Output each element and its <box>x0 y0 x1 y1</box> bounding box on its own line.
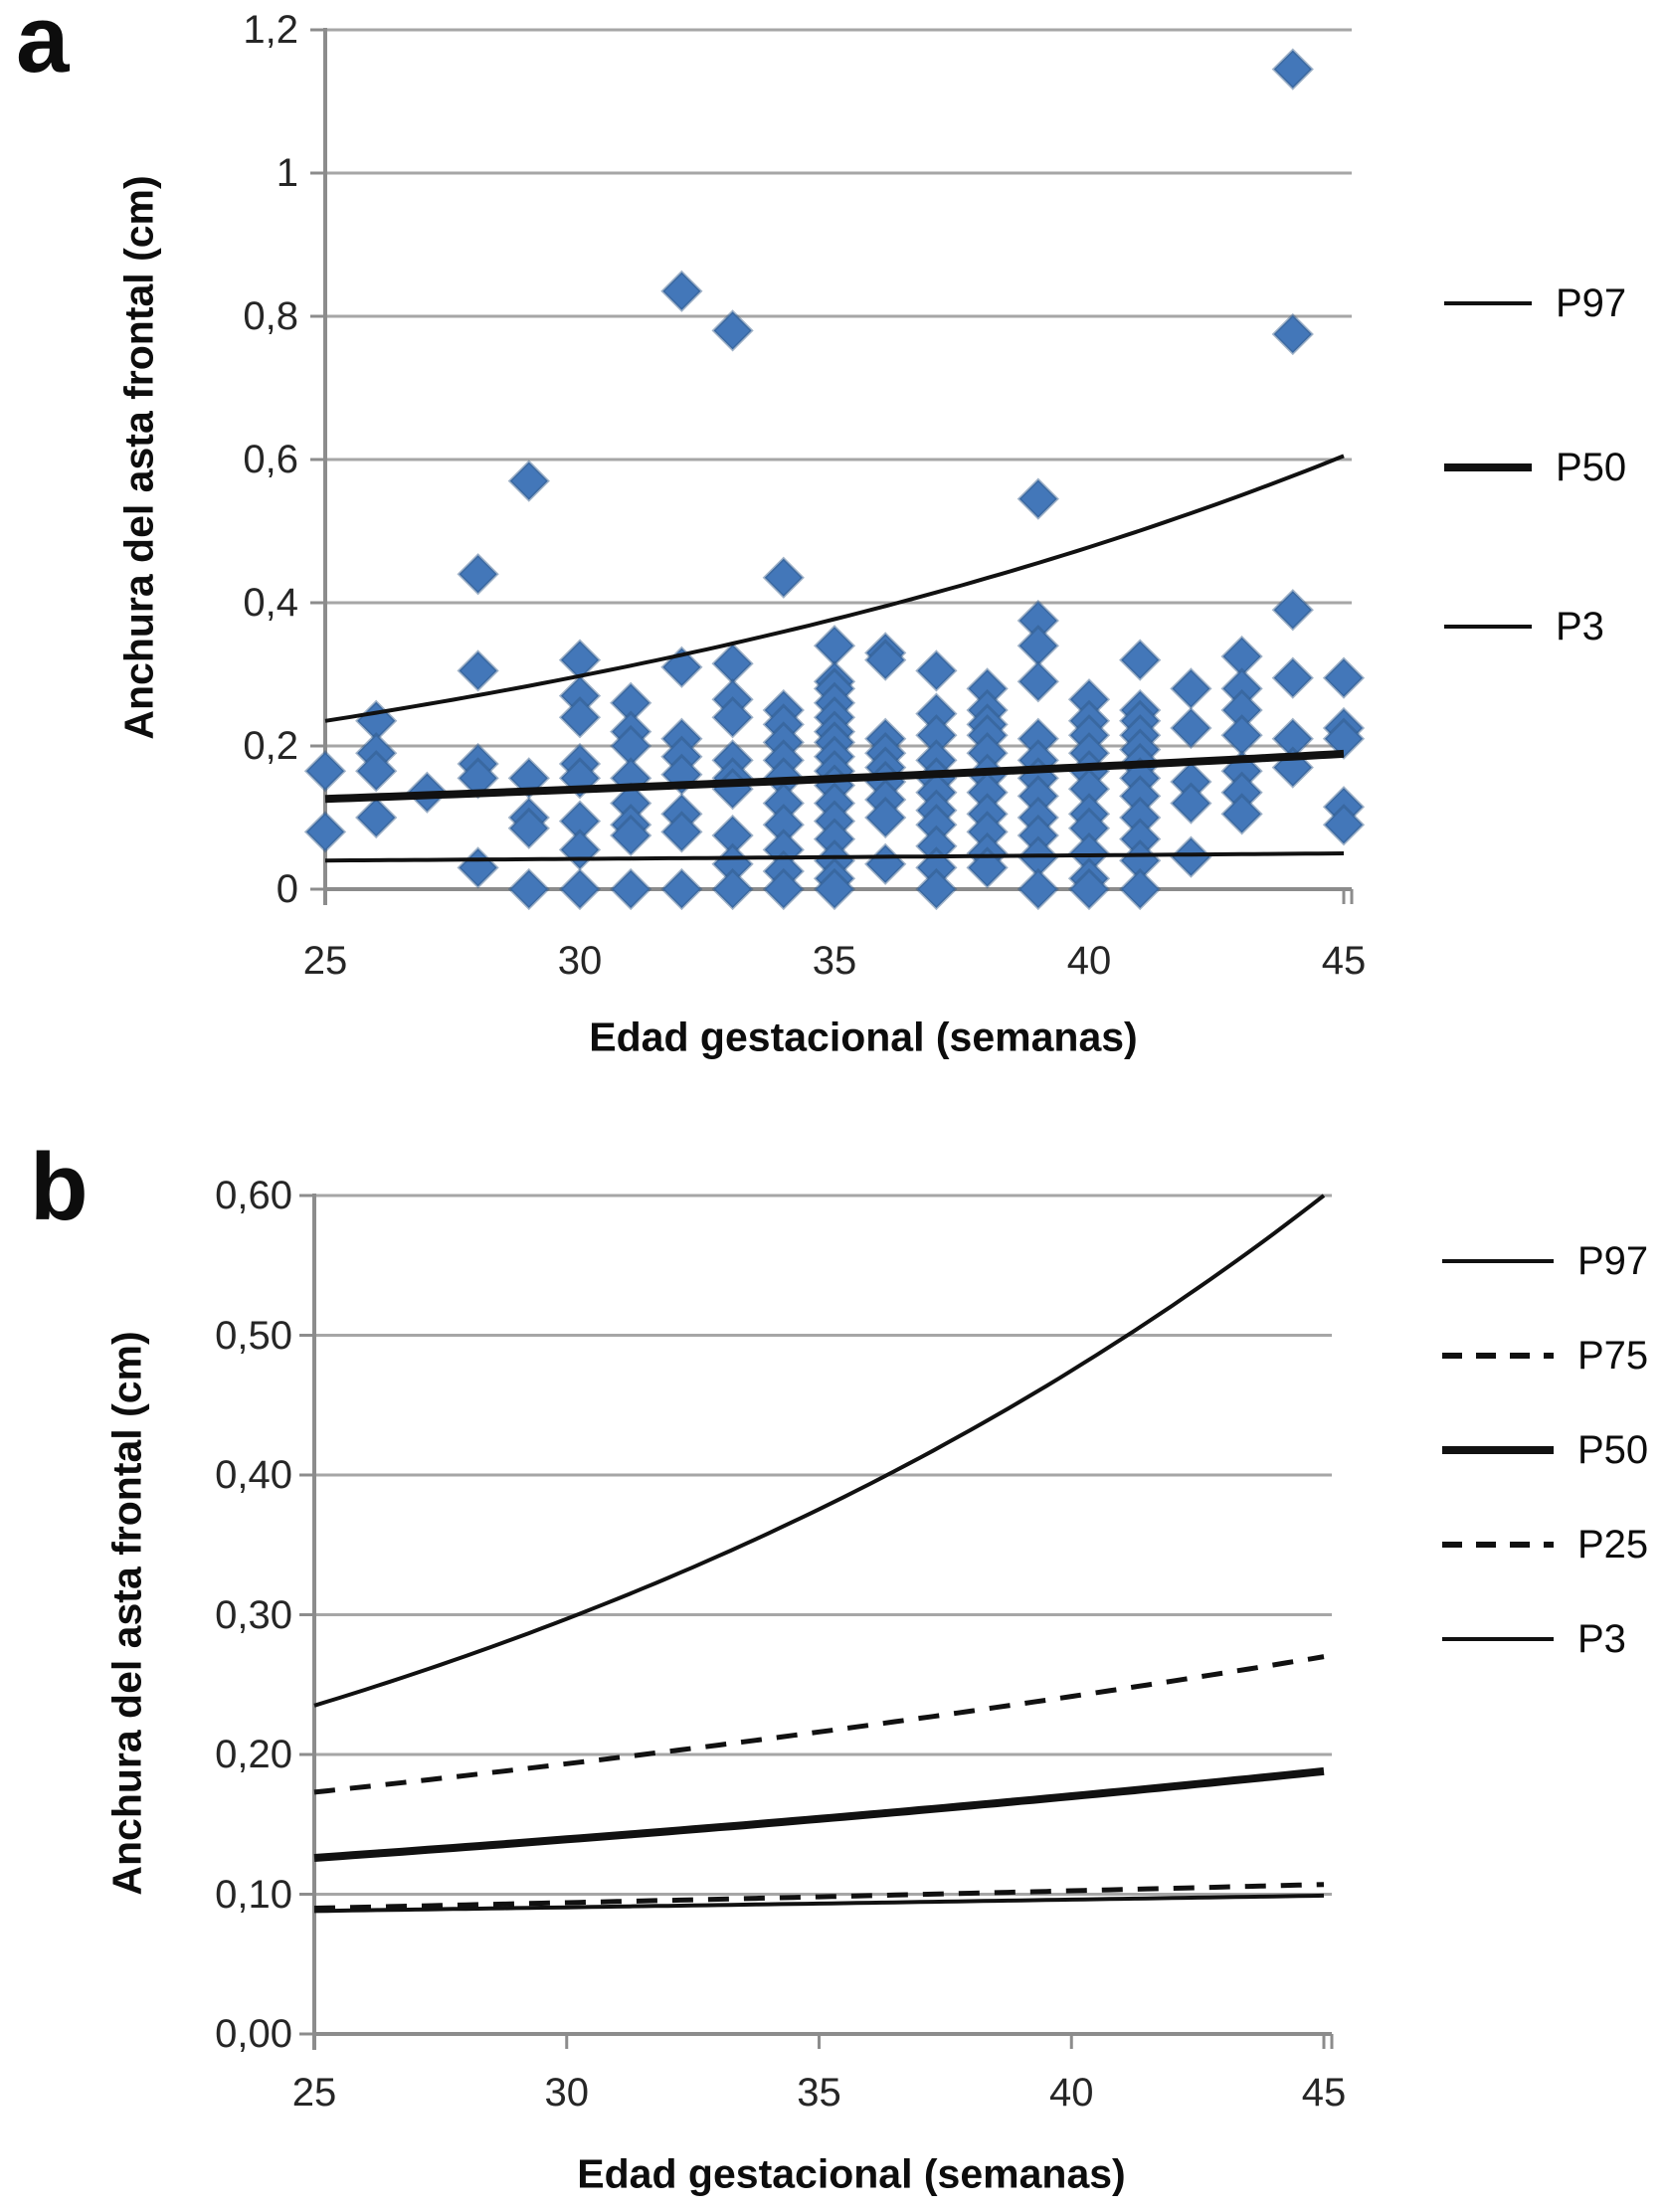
scatter-point <box>864 796 907 839</box>
scatter-point <box>711 696 754 739</box>
scatter-point <box>660 867 703 911</box>
scatter-point <box>1271 589 1314 632</box>
legend-label: P75 <box>1577 1334 1649 1378</box>
scatter-point <box>1170 706 1212 750</box>
scatter-point <box>507 867 550 911</box>
scatter-point <box>1322 804 1366 846</box>
legend-label: P50 <box>1577 1428 1649 1472</box>
scatter-point <box>1170 667 1212 710</box>
curve-P3 <box>313 1893 1325 1914</box>
panel-a-y-axis-title: Anchura del asta frontal (cm) <box>115 175 162 740</box>
scatter-point <box>1119 867 1162 911</box>
curve-P25 <box>313 1882 1325 1911</box>
legend-label: P97 <box>1556 281 1627 325</box>
scatter-point <box>558 829 602 871</box>
scatter-point <box>558 696 602 739</box>
panel-b-x-axis-title: Edad gestacional (semanas) <box>577 2150 1126 2197</box>
scatter-point <box>1067 867 1111 911</box>
scatter-point <box>1271 48 1314 91</box>
legend-line-dashed-icon <box>1442 1353 1554 1359</box>
scatter-point <box>1017 867 1059 911</box>
scatter-point <box>762 867 805 911</box>
scatter-point <box>660 270 703 312</box>
scatter-point <box>1220 793 1263 835</box>
scatter-point <box>864 842 907 885</box>
scatter-point <box>711 867 754 911</box>
legend-label: P97 <box>1577 1239 1649 1283</box>
legend-label: P50 <box>1556 446 1627 489</box>
curve-P50 <box>324 749 1345 804</box>
scatter-point <box>711 643 754 685</box>
scatter-point <box>1271 656 1314 699</box>
scatter-point <box>1271 312 1314 356</box>
scatter-point <box>1119 639 1162 681</box>
legend-b-item-p25: P25 <box>1442 1523 1648 1567</box>
legend-b-item-p97: P97 <box>1442 1239 1648 1283</box>
scatter-point <box>507 807 550 849</box>
scatter-point <box>303 811 347 853</box>
legend-a-item-p97: P97 <box>1444 281 1626 325</box>
panel-a-x-axis-title: Edad gestacional (semanas) <box>589 1014 1138 1060</box>
legend-label: P3 <box>1556 605 1604 648</box>
scatter-point <box>303 750 347 793</box>
legend-a-item-p50: P50 <box>1444 446 1626 489</box>
scatter-point <box>813 625 856 667</box>
scatter-point <box>558 867 602 911</box>
legend-b-item-p75: P75 <box>1442 1334 1648 1378</box>
scatter-point <box>1170 835 1212 878</box>
scatter-point <box>762 556 805 599</box>
scatter-point <box>660 811 703 853</box>
scatter-point <box>1322 656 1366 699</box>
legend-line-thick-solid-icon <box>1444 463 1532 471</box>
curve-P97 <box>313 1194 1326 1708</box>
scatter-point <box>457 649 499 692</box>
scatter-point <box>915 867 958 911</box>
legend-b-item-p3: P3 <box>1442 1617 1626 1661</box>
scatter-point <box>966 846 1009 889</box>
scatter-point <box>1220 714 1263 757</box>
scatter-point <box>457 553 499 596</box>
scatter-point <box>711 309 754 352</box>
panel-b-letter: b <box>30 1134 89 1240</box>
scatter-point <box>457 846 499 889</box>
scatter-point <box>507 460 550 502</box>
scatter-point <box>1017 477 1059 520</box>
curve-P97 <box>324 454 1345 723</box>
legend-line-thin-solid-icon <box>1444 625 1532 629</box>
scatter-point <box>610 867 652 911</box>
scatter-point <box>1017 660 1059 703</box>
legend-line-thick-solid-icon <box>1442 1446 1554 1454</box>
legend-label: P25 <box>1577 1523 1649 1567</box>
scatter-point <box>1017 625 1059 667</box>
panel-a-letter: a <box>16 0 70 92</box>
legend-line-thin-solid-icon <box>1444 301 1532 305</box>
legend-a-item-p3: P3 <box>1444 605 1604 648</box>
legend-label: P3 <box>1577 1617 1626 1661</box>
scatter-point <box>610 814 652 857</box>
curve-P75 <box>313 1654 1325 1795</box>
legend-line-thin-solid-icon <box>1442 1637 1554 1641</box>
curve-P50 <box>313 1766 1325 1862</box>
scatter-point <box>355 796 398 839</box>
legend-line-dashed-icon <box>1442 1542 1554 1548</box>
scatter-point <box>813 867 856 911</box>
legend-b-item-p50: P50 <box>1442 1428 1648 1472</box>
legend-line-thin-solid-icon <box>1442 1259 1554 1263</box>
scatter-point <box>864 639 907 681</box>
scatter-point <box>355 750 398 793</box>
curve-P3 <box>324 851 1345 863</box>
scatter-point <box>915 649 958 692</box>
panel-b-y-axis-title: Anchura del asta frontal (cm) <box>103 1331 150 1896</box>
scatter-point <box>1170 782 1212 825</box>
